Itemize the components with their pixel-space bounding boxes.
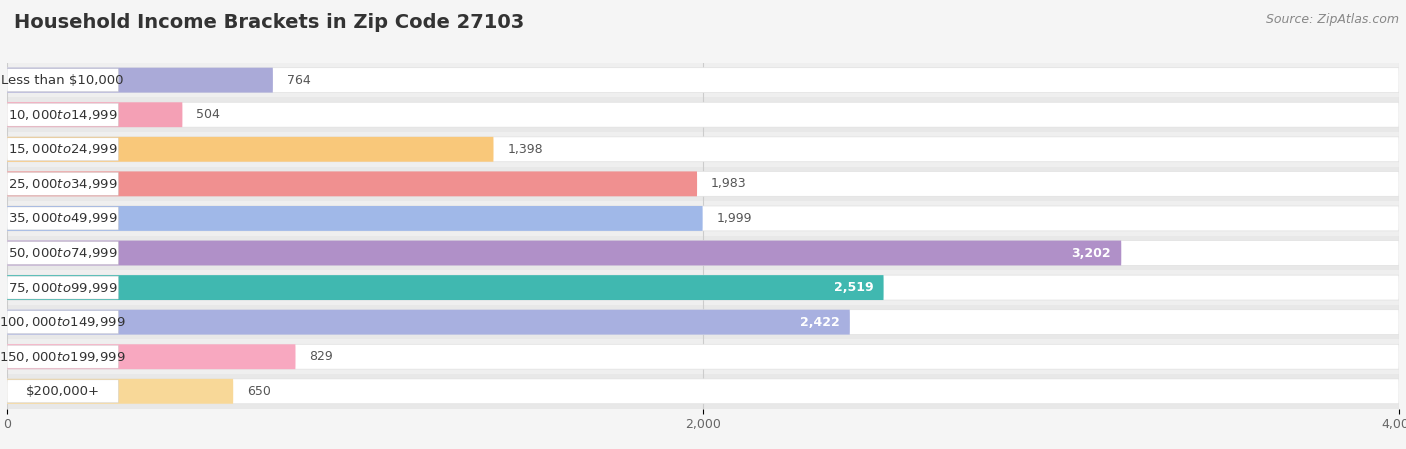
Text: 829: 829 bbox=[309, 350, 333, 363]
FancyBboxPatch shape bbox=[7, 379, 1399, 404]
FancyBboxPatch shape bbox=[7, 172, 118, 195]
Bar bbox=[7, 63, 1399, 97]
FancyBboxPatch shape bbox=[7, 102, 1399, 127]
FancyBboxPatch shape bbox=[7, 206, 703, 231]
Text: 2,422: 2,422 bbox=[800, 316, 839, 329]
Text: $10,000 to $14,999: $10,000 to $14,999 bbox=[8, 108, 118, 122]
Bar bbox=[7, 201, 1399, 236]
FancyBboxPatch shape bbox=[7, 310, 1399, 335]
FancyBboxPatch shape bbox=[7, 137, 494, 162]
Text: 1,398: 1,398 bbox=[508, 143, 543, 156]
FancyBboxPatch shape bbox=[7, 241, 1399, 265]
FancyBboxPatch shape bbox=[7, 206, 1399, 231]
FancyBboxPatch shape bbox=[7, 68, 1399, 92]
FancyBboxPatch shape bbox=[7, 345, 118, 368]
FancyBboxPatch shape bbox=[7, 311, 118, 334]
FancyBboxPatch shape bbox=[7, 242, 118, 264]
FancyBboxPatch shape bbox=[7, 276, 118, 299]
FancyBboxPatch shape bbox=[7, 69, 118, 92]
Bar bbox=[7, 305, 1399, 339]
FancyBboxPatch shape bbox=[7, 275, 883, 300]
Text: $15,000 to $24,999: $15,000 to $24,999 bbox=[8, 142, 118, 156]
Text: 1,999: 1,999 bbox=[717, 212, 752, 225]
Bar bbox=[7, 270, 1399, 305]
Text: $75,000 to $99,999: $75,000 to $99,999 bbox=[8, 281, 118, 295]
Text: $200,000+: $200,000+ bbox=[25, 385, 100, 398]
FancyBboxPatch shape bbox=[7, 379, 233, 404]
FancyBboxPatch shape bbox=[7, 103, 118, 126]
FancyBboxPatch shape bbox=[7, 138, 118, 161]
Bar bbox=[7, 236, 1399, 270]
Text: Source: ZipAtlas.com: Source: ZipAtlas.com bbox=[1265, 13, 1399, 26]
Text: 3,202: 3,202 bbox=[1071, 247, 1111, 260]
FancyBboxPatch shape bbox=[7, 172, 697, 196]
Text: $100,000 to $149,999: $100,000 to $149,999 bbox=[0, 315, 127, 329]
FancyBboxPatch shape bbox=[7, 344, 1399, 369]
FancyBboxPatch shape bbox=[7, 137, 1399, 162]
Text: 1,983: 1,983 bbox=[711, 177, 747, 190]
Text: $150,000 to $199,999: $150,000 to $199,999 bbox=[0, 350, 127, 364]
Text: $35,000 to $49,999: $35,000 to $49,999 bbox=[8, 211, 118, 225]
Bar bbox=[7, 339, 1399, 374]
FancyBboxPatch shape bbox=[7, 102, 183, 127]
FancyBboxPatch shape bbox=[7, 275, 1399, 300]
Bar bbox=[7, 374, 1399, 409]
FancyBboxPatch shape bbox=[7, 68, 273, 92]
FancyBboxPatch shape bbox=[7, 380, 118, 403]
Text: $50,000 to $74,999: $50,000 to $74,999 bbox=[8, 246, 118, 260]
Text: 764: 764 bbox=[287, 74, 311, 87]
Text: Less than $10,000: Less than $10,000 bbox=[1, 74, 124, 87]
Text: 504: 504 bbox=[197, 108, 221, 121]
Text: 650: 650 bbox=[247, 385, 271, 398]
Bar bbox=[7, 167, 1399, 201]
FancyBboxPatch shape bbox=[7, 207, 118, 230]
FancyBboxPatch shape bbox=[7, 241, 1121, 265]
Text: Household Income Brackets in Zip Code 27103: Household Income Brackets in Zip Code 27… bbox=[14, 13, 524, 32]
Bar bbox=[7, 132, 1399, 167]
Text: 2,519: 2,519 bbox=[834, 281, 873, 294]
FancyBboxPatch shape bbox=[7, 344, 295, 369]
FancyBboxPatch shape bbox=[7, 172, 1399, 196]
Text: $25,000 to $34,999: $25,000 to $34,999 bbox=[8, 177, 118, 191]
Bar bbox=[7, 97, 1399, 132]
FancyBboxPatch shape bbox=[7, 310, 849, 335]
